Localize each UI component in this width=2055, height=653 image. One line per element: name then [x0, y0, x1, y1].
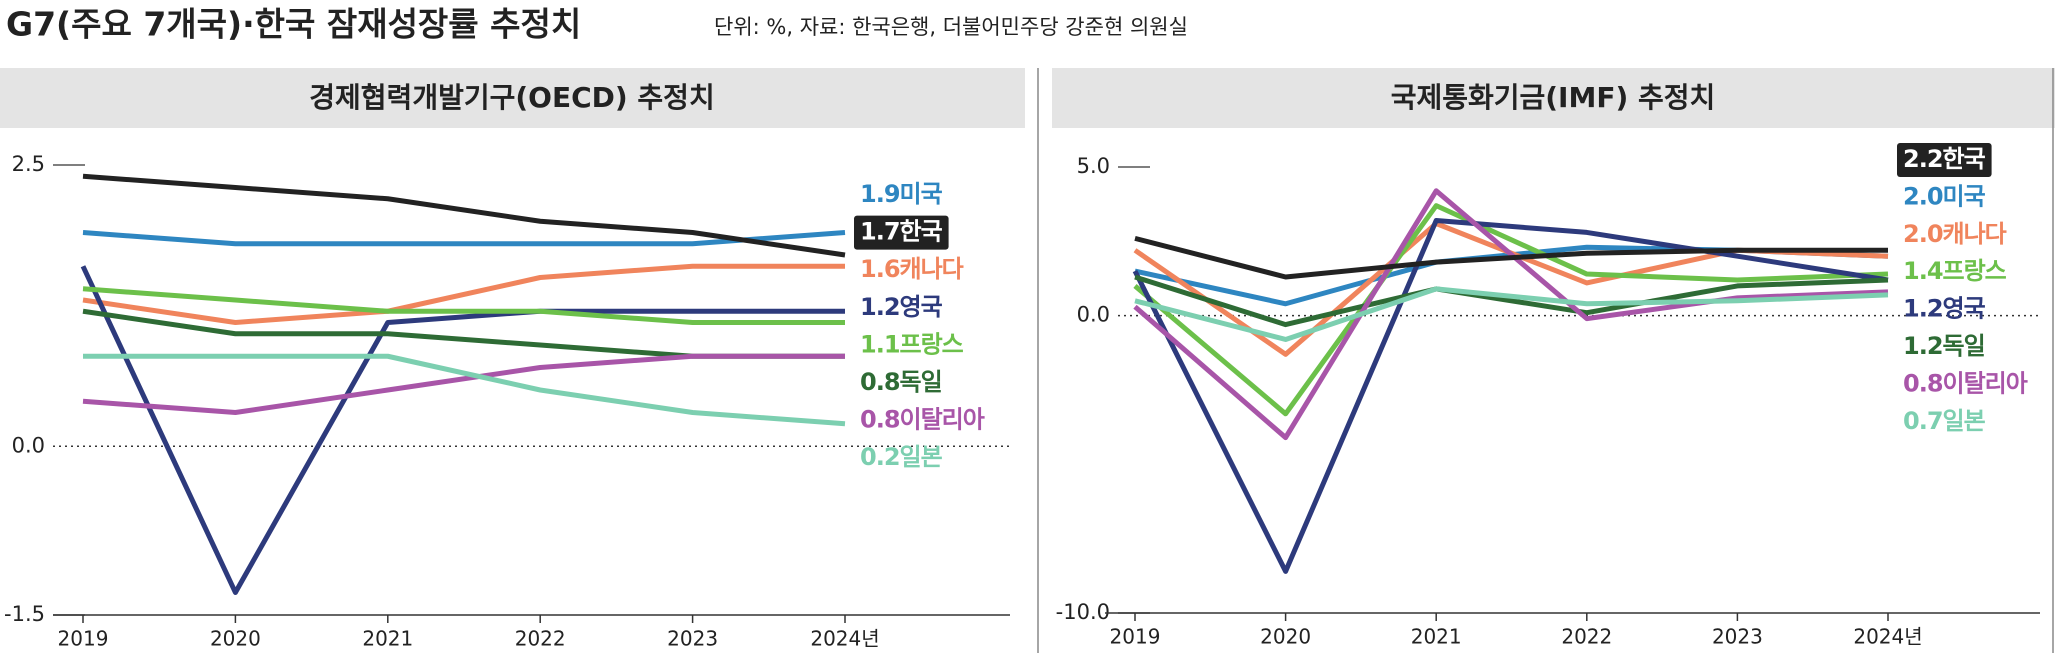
legend-name: 영국 — [900, 293, 943, 321]
label-value: 1.9 — [860, 180, 900, 208]
series-label: 0.2일본 — [860, 443, 943, 471]
label-value: 1.2 — [860, 293, 900, 321]
y-tick-label: 5.0 — [1077, 154, 1110, 178]
legend-name: 영국 — [1943, 295, 1986, 323]
label-value: 1.7 — [860, 218, 900, 246]
legend-name: 독일 — [900, 368, 942, 396]
label-value: 2.2 — [1903, 145, 1943, 173]
x-tick-label: 2019 — [1110, 625, 1161, 649]
legend-name: 프랑스 — [1943, 257, 2007, 285]
series-label: 2.0캐나다 — [1903, 220, 2007, 248]
legend-name: 미국 — [1943, 182, 1986, 210]
series-line — [82, 286, 845, 325]
series-label: 1.2독일 — [1903, 332, 1985, 360]
panel-title: 국제통화기금(IMF) 추정치 — [1391, 81, 1716, 114]
legend-name: 미국 — [900, 180, 943, 208]
series-line — [1133, 188, 1889, 441]
label-value: 0.7 — [1903, 407, 1943, 435]
x-tick-label: 2022 — [1561, 625, 1612, 649]
x-tick-label: 2021 — [1411, 625, 1462, 649]
series-label: 0.8이탈리아 — [1903, 369, 2028, 397]
panel-title: 경제협력개발기구(OECD) 추정치 — [309, 81, 714, 114]
series-label: 1.6캐나다 — [860, 255, 964, 283]
series-line — [80, 265, 845, 595]
legend-name: 이탈리아 — [1943, 369, 2028, 397]
x-tick-label: 2024년 — [1853, 625, 1922, 649]
series-line — [82, 173, 846, 258]
legend-name: 캐나다 — [1943, 220, 2007, 248]
label-value: 0.8 — [860, 368, 900, 396]
label-box — [854, 215, 949, 250]
series-label: 1.1프랑스 — [860, 330, 964, 358]
series-line — [83, 353, 846, 427]
y-tick-label: -1.5 — [4, 602, 45, 626]
series-label: 0.8독일 — [860, 368, 942, 396]
panel-title-bar — [1052, 68, 2055, 128]
x-tick-label: 2020 — [210, 627, 261, 651]
x-tick-label: 2020 — [1260, 625, 1311, 649]
series-line — [1133, 220, 1889, 357]
legend-name: 이탈리아 — [900, 406, 985, 434]
series-label: 1.7한국 — [860, 218, 943, 246]
x-tick-label: 2023 — [667, 627, 718, 651]
x-tick-label: 2023 — [1712, 625, 1763, 649]
label-value: 1.2 — [1903, 332, 1943, 360]
y-tick-label: 2.5 — [12, 152, 45, 176]
label-value: 2.0 — [1903, 182, 1943, 210]
x-tick-label: 2019 — [58, 627, 109, 651]
subtitle: 단위: %, 자료: 한국은행, 더불어민주당 강준현 의원실 — [714, 15, 1188, 39]
y-tick-label: -10.0 — [1056, 600, 1110, 624]
label-box — [1897, 143, 1992, 177]
y-tick-label: 0.0 — [12, 433, 45, 457]
series-line — [1134, 286, 1889, 342]
x-tick-label: 2022 — [515, 627, 566, 651]
series-label: 2.0미국 — [1903, 182, 1986, 210]
label-value: 1.4 — [1903, 257, 1943, 285]
series-label: 1.2영국 — [860, 293, 943, 321]
label-value: 0.8 — [860, 406, 900, 434]
label-value: 1.2 — [1903, 295, 1943, 323]
label-value: 1.1 — [860, 330, 900, 358]
series-line — [1132, 218, 1889, 574]
label-value: 0.2 — [860, 443, 900, 471]
series-label: 1.2영국 — [1903, 295, 1986, 323]
series-label: 1.9미국 — [860, 180, 943, 208]
legend-name: 일본 — [1943, 407, 1986, 435]
legend-name: 캐나다 — [900, 255, 964, 283]
legend-name: 한국 — [1943, 145, 1986, 173]
legend-name: 프랑스 — [900, 330, 964, 358]
series-line — [82, 263, 845, 325]
y-tick-label: 0.0 — [1077, 303, 1110, 327]
series-line — [1134, 235, 1888, 280]
series-label: 0.7일본 — [1903, 407, 1986, 435]
series-line — [1134, 274, 1889, 328]
label-value: 1.6 — [860, 255, 900, 283]
x-tick-label: 2021 — [362, 627, 413, 651]
series-line — [1133, 203, 1889, 417]
series-label: 1.4프랑스 — [1903, 257, 2007, 285]
legend-name: 일본 — [900, 443, 943, 471]
label-value: 0.8 — [1903, 369, 1943, 397]
x-tick-label: 2024년 — [810, 627, 879, 651]
series-line — [82, 353, 845, 415]
series-label: 2.2한국 — [1903, 145, 1986, 173]
legend-name: 독일 — [1943, 332, 1985, 360]
panel-title-bar — [0, 68, 1025, 128]
label-value: 2.0 — [1903, 220, 1943, 248]
title: G7(주요 7개국)·한국 잠재성장률 추정치 — [6, 5, 581, 44]
series-label: 0.8이탈리아 — [860, 406, 985, 434]
series-line — [82, 230, 846, 247]
legend-name: 한국 — [900, 218, 943, 246]
